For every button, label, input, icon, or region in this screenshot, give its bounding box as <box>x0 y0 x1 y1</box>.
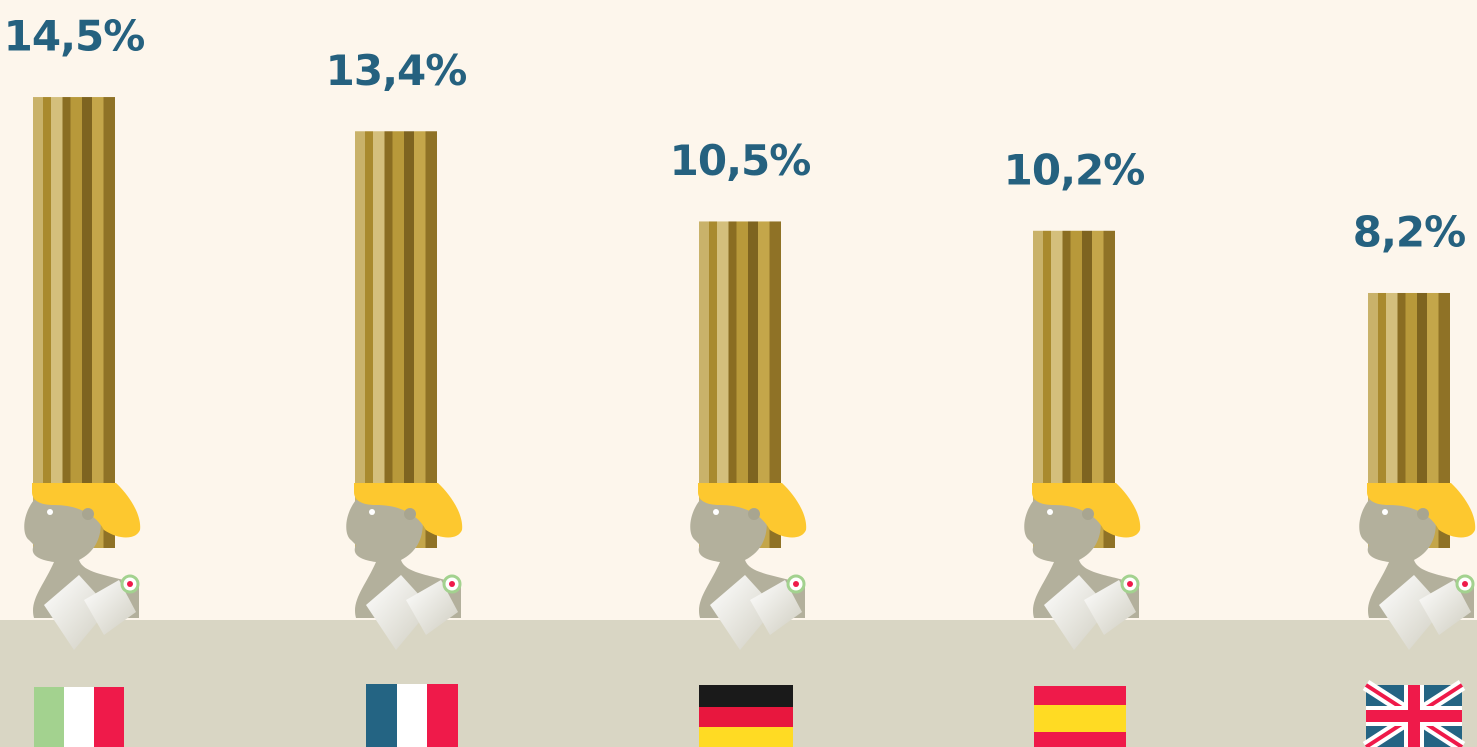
figure <box>346 483 463 650</box>
flag-france <box>366 684 458 747</box>
paper <box>1419 580 1471 635</box>
badge-dot <box>1462 581 1468 587</box>
value-label: 10,2% <box>1004 145 1145 194</box>
value-label: 13,4% <box>326 46 467 95</box>
paper <box>1044 575 1109 650</box>
badge-dot <box>1127 581 1133 587</box>
eye <box>1382 509 1388 515</box>
ear <box>748 508 760 520</box>
bar <box>355 131 437 548</box>
flag-germany <box>699 685 793 747</box>
value-label: 14,5% <box>4 12 145 61</box>
ear <box>404 508 416 520</box>
eye <box>713 509 719 515</box>
flags <box>34 679 1466 747</box>
figure <box>1359 483 1476 650</box>
bar <box>33 97 115 549</box>
paper <box>750 580 802 635</box>
paper <box>406 580 458 635</box>
ear <box>1417 508 1429 520</box>
flag-spain <box>1034 686 1126 747</box>
flag-italy <box>34 687 124 747</box>
ear <box>1082 508 1094 520</box>
bars: 14,5% 13,4% 10,5% 10,2% 8,2% <box>4 12 1466 549</box>
paper <box>710 575 775 650</box>
ear <box>82 508 94 520</box>
paper <box>1084 580 1136 635</box>
value-label: 8,2% <box>1353 207 1465 256</box>
paper <box>1379 575 1444 650</box>
figure <box>24 483 141 650</box>
value-label: 10,5% <box>670 136 811 185</box>
eye <box>369 509 375 515</box>
badge-dot <box>449 581 455 587</box>
badge-dot <box>127 581 133 587</box>
paper <box>366 575 431 650</box>
paper <box>44 575 109 650</box>
paper <box>84 580 136 635</box>
eye <box>1047 509 1053 515</box>
flag-uk <box>1362 679 1466 747</box>
figures <box>24 483 1476 650</box>
eye <box>47 509 53 515</box>
figure <box>1024 483 1141 650</box>
badge-dot <box>793 581 799 587</box>
figure <box>690 483 807 650</box>
